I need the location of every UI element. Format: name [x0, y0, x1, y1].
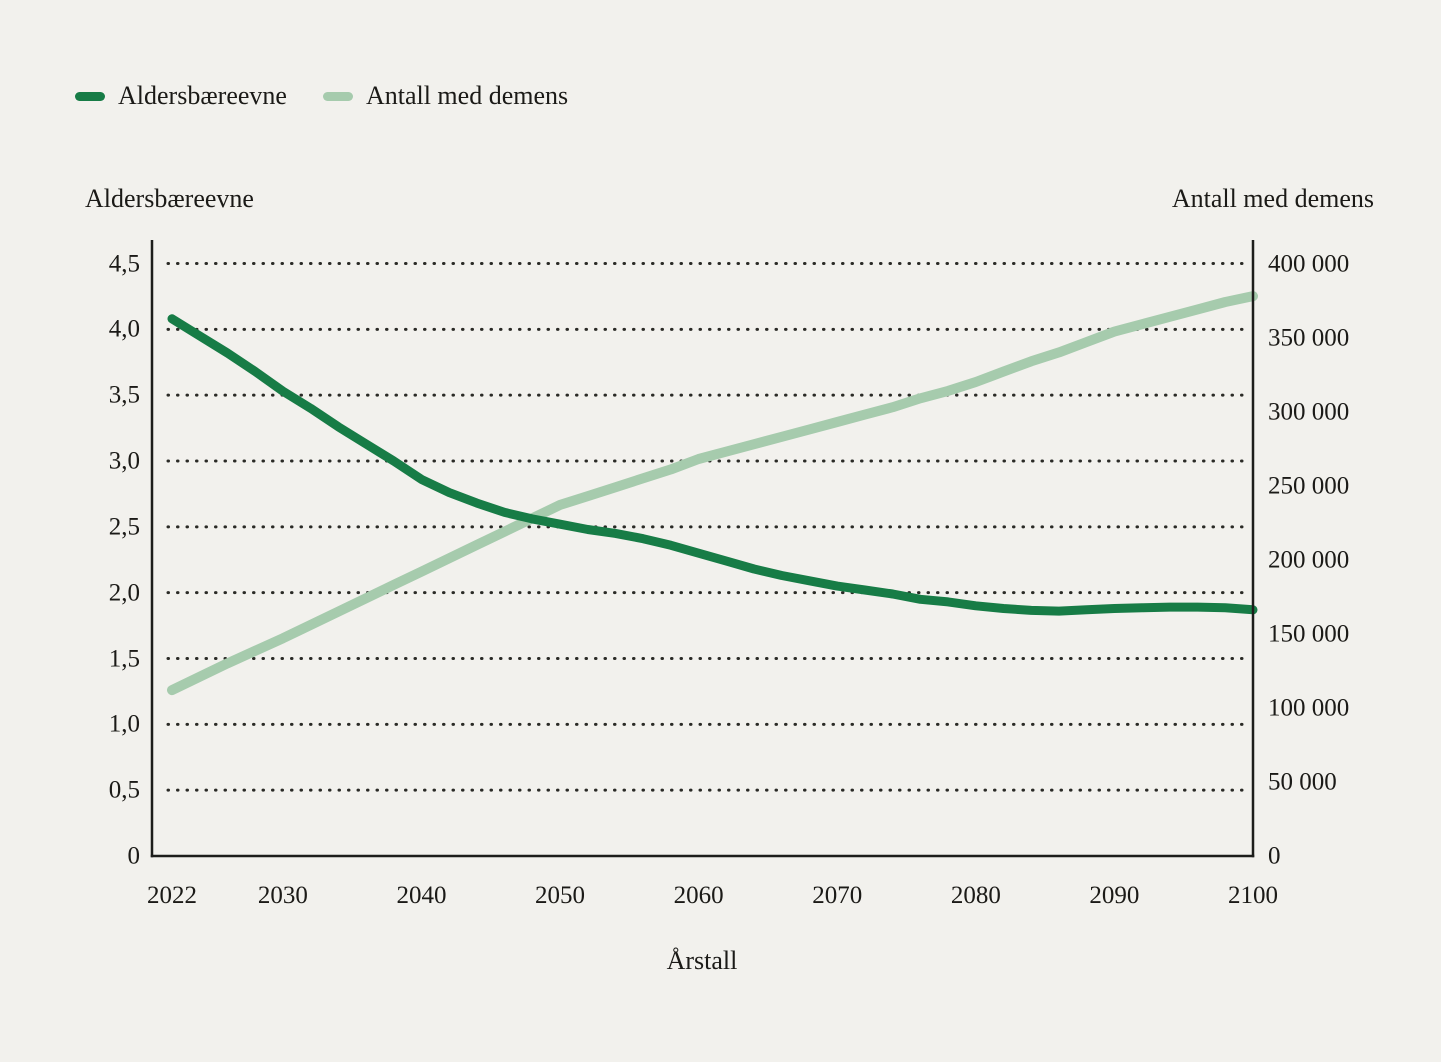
y-left-tick-label: 1,0 — [108, 710, 140, 738]
y-right-tick-label: 300 000 — [1268, 398, 1350, 426]
x-tick-label: 2030 — [257, 882, 308, 909]
y-left-tick-label: 1,5 — [108, 645, 140, 672]
y-left-tick-label: 0 — [127, 842, 141, 870]
series-line-aldersbaereevne — [167, 314, 1258, 616]
y-right-tick-label: 150 000 — [1268, 620, 1350, 648]
y-left-tick-label: 3,5 — [108, 381, 140, 409]
left-axis-title: Aldersbæreevne — [85, 184, 254, 213]
legend-swatch-light-green — [322, 91, 353, 101]
x-tick-label: 2040 — [396, 882, 447, 909]
y-right-tick-label: 200 000 — [1268, 546, 1350, 574]
y-right-tick-label: 400 000 — [1268, 250, 1350, 277]
y-right-tick-label: 250 000 — [1268, 472, 1350, 500]
legend-label: Antall med demens — [365, 81, 569, 110]
legend-item-antall-med-demens: Antall med demens — [322, 81, 569, 110]
x-tick-label: 2080 — [950, 882, 1001, 909]
x-tick-label: 2070 — [812, 882, 863, 909]
x-tick-label: 2090 — [1089, 882, 1140, 909]
legend-item-aldersbaereevne: Aldersbæreevne — [75, 83, 287, 109]
legend-swatch-dark-green — [75, 91, 105, 101]
series-line-antall-med-demens — [167, 291, 1258, 696]
legend: Aldersbæreevne Antall med demens — [75, 83, 568, 109]
x-axis-title: Årstall — [666, 946, 738, 975]
x-tick-label: 2060 — [673, 882, 724, 909]
right-axis-title: Antall med demens — [1171, 184, 1374, 213]
y-left-tick-label: 4,5 — [108, 250, 140, 277]
x-tick-label: 2022 — [147, 882, 197, 909]
y-left-tick-label: 0,5 — [108, 776, 140, 804]
x-tick-label: 2100 — [1228, 882, 1278, 909]
legend-label: Aldersbæreevne — [118, 81, 287, 110]
y-right-tick-label: 350 000 — [1268, 324, 1350, 352]
y-left-tick-label: 2,5 — [108, 513, 140, 541]
y-right-tick-label: 100 000 — [1268, 694, 1350, 722]
y-left-tick-label: 4,0 — [108, 315, 140, 343]
x-tick-label: 2050 — [535, 882, 586, 909]
y-right-tick-label: 0 — [1268, 842, 1281, 870]
y-right-tick-label: 50 000 — [1268, 768, 1337, 796]
y-left-tick-label: 2,0 — [108, 579, 140, 607]
y-left-tick-label: 3,0 — [108, 447, 140, 475]
